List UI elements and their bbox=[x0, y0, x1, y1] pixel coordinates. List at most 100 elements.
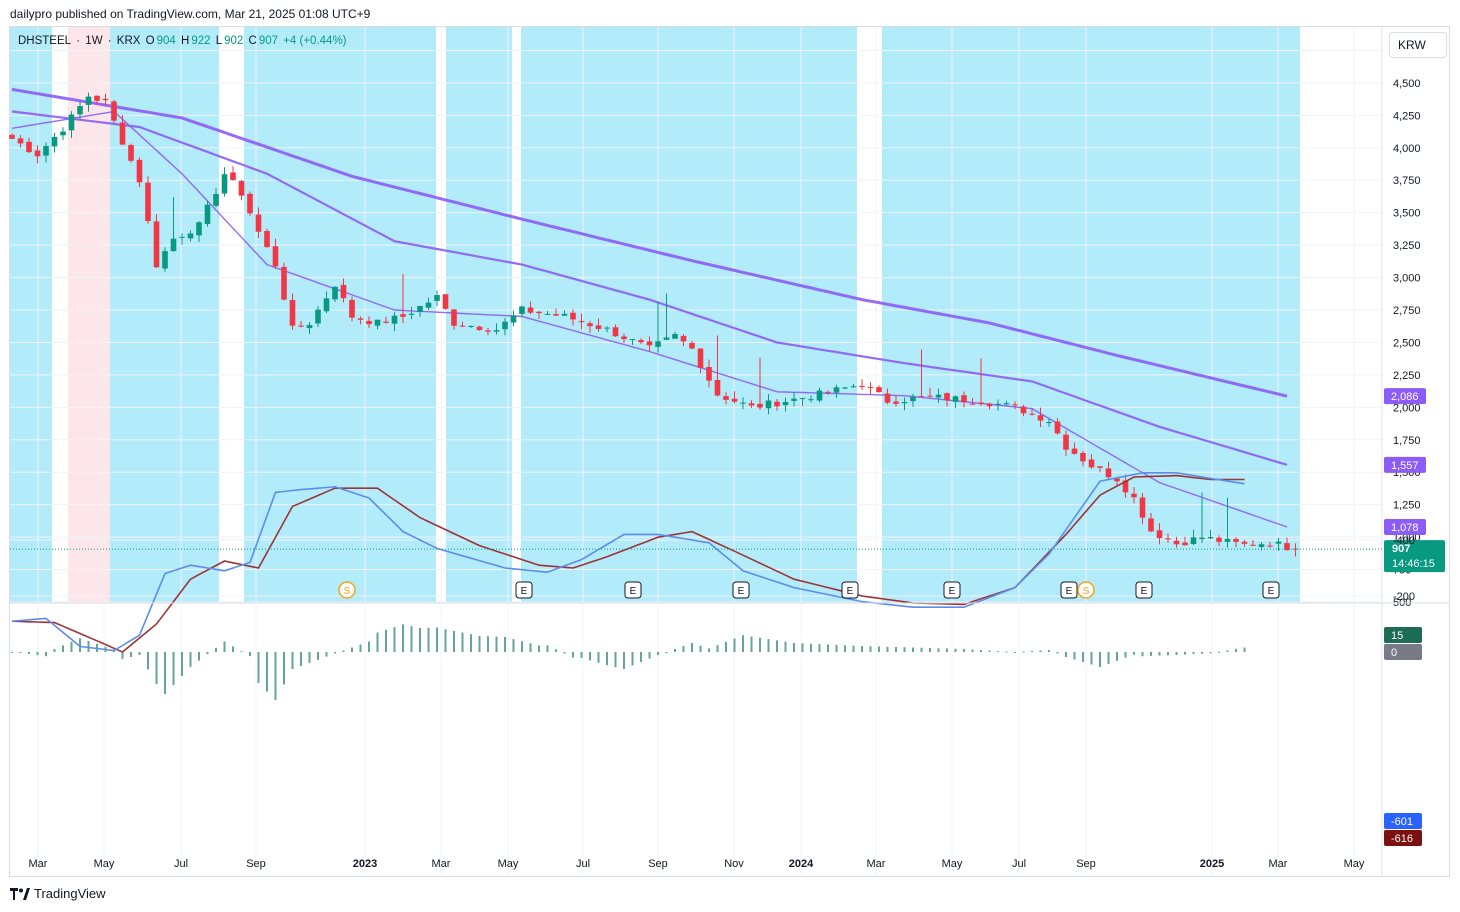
earnings-marker-icon[interactable]: E bbox=[515, 581, 533, 599]
chart-frame bbox=[9, 26, 1450, 877]
candle bbox=[332, 286, 338, 303]
ma-price-label-text: 1,557 bbox=[1391, 460, 1419, 472]
macd-y-tick-label: -400 bbox=[1393, 535, 1415, 547]
candle-body bbox=[9, 134, 15, 139]
legend-open-label: O bbox=[145, 35, 155, 47]
earnings-marker-icon[interactable]: E bbox=[943, 581, 961, 599]
moving-average-line bbox=[11, 110, 1288, 466]
candle bbox=[561, 310, 568, 316]
macd-histogram-bar bbox=[351, 647, 353, 652]
tradingview-brand: TradingView bbox=[10, 886, 106, 901]
candle bbox=[527, 301, 534, 315]
earnings-marker-icon[interactable]: E bbox=[1262, 581, 1280, 599]
candle-body bbox=[1080, 452, 1086, 462]
macd-histogram-bar bbox=[784, 641, 787, 652]
ma-price-label: 1,078 bbox=[1384, 518, 1426, 535]
candle-body bbox=[281, 266, 287, 300]
candle-body bbox=[859, 385, 865, 387]
candle-body bbox=[774, 401, 780, 407]
split-marker-icon[interactable]: S bbox=[1077, 581, 1095, 599]
candle-body bbox=[714, 379, 721, 396]
macd-zero-label: 0 bbox=[1384, 644, 1422, 660]
macd-histogram-bar bbox=[62, 645, 64, 652]
macd-histogram-bar bbox=[11, 652, 13, 653]
macd-histogram-bar bbox=[291, 652, 294, 669]
candle-body bbox=[1173, 540, 1180, 545]
candle-body bbox=[969, 403, 976, 405]
candle-body bbox=[995, 403, 1001, 405]
candle bbox=[43, 142, 49, 163]
earnings-marker-icon[interactable]: E bbox=[624, 581, 642, 599]
candle-body bbox=[595, 325, 602, 329]
candle-body bbox=[357, 318, 364, 320]
macd-histogram-bar bbox=[325, 652, 328, 657]
candle bbox=[1139, 493, 1146, 525]
macd-histogram-bar bbox=[725, 641, 727, 652]
macd-signal-line bbox=[11, 474, 1245, 653]
candle bbox=[791, 392, 797, 407]
marker-shape bbox=[841, 581, 859, 599]
macd-histogram-bar bbox=[776, 640, 778, 652]
candle-body bbox=[833, 387, 840, 393]
split-marker-icon[interactable]: S bbox=[338, 581, 356, 599]
candle bbox=[9, 133, 15, 140]
macd-histogram-bar bbox=[1090, 652, 1093, 665]
candle-body bbox=[816, 390, 823, 401]
candle bbox=[298, 320, 304, 328]
candle bbox=[145, 176, 151, 224]
macd-histogram-bar bbox=[963, 649, 965, 652]
candle-body bbox=[536, 311, 542, 314]
candle bbox=[502, 317, 508, 336]
macd-histogram-bar bbox=[1099, 652, 1101, 667]
earnings-marker-icon[interactable]: E bbox=[1135, 581, 1153, 599]
candle-body bbox=[638, 340, 644, 343]
candle bbox=[400, 273, 406, 324]
earnings-marker-icon[interactable]: E bbox=[732, 581, 750, 599]
macd-histogram-bar bbox=[1235, 648, 1237, 652]
candle-body bbox=[1122, 480, 1129, 493]
legend-high-label: H bbox=[181, 35, 190, 47]
candle-body bbox=[153, 221, 160, 268]
macd-histogram-bar bbox=[878, 646, 880, 652]
candle-body bbox=[1284, 543, 1290, 551]
macd-histogram-bar bbox=[733, 638, 736, 652]
macd-histogram-bar bbox=[801, 643, 804, 652]
macd-histogram-bar bbox=[589, 652, 591, 661]
candle bbox=[425, 297, 432, 310]
macd-histogram-bar bbox=[1201, 652, 1203, 654]
macd-histogram-bar bbox=[657, 652, 659, 655]
candle-body bbox=[43, 146, 49, 156]
macd-histogram-bar bbox=[232, 646, 234, 652]
ma-price-label-text: 2,086 bbox=[1391, 391, 1419, 403]
candle bbox=[1105, 461, 1112, 480]
candle-body bbox=[272, 246, 279, 267]
ma-price-label-text: 1,078 bbox=[1391, 522, 1419, 534]
macd-histogram-bar bbox=[283, 652, 285, 685]
candle-body bbox=[247, 193, 253, 214]
legend-symbol[interactable]: DHSTEEL bbox=[18, 35, 72, 47]
marker-shape bbox=[624, 581, 642, 599]
earnings-marker-icon[interactable]: E bbox=[1060, 581, 1078, 599]
macd-histogram-bar bbox=[827, 644, 829, 652]
macd-histogram-bar bbox=[19, 652, 22, 654]
candle bbox=[1275, 537, 1282, 551]
legend-interval[interactable]: 1W bbox=[85, 35, 103, 47]
candle bbox=[493, 323, 500, 335]
macd-histogram-bar bbox=[640, 652, 642, 662]
macd-value-label-text: -601 bbox=[1391, 816, 1413, 828]
currency-button[interactable]: KRW bbox=[1389, 32, 1447, 58]
macd-histogram-bar bbox=[844, 645, 846, 652]
x-tick-label: Mar bbox=[29, 858, 48, 870]
candle bbox=[485, 327, 491, 336]
candle-body bbox=[417, 305, 423, 313]
candle-body bbox=[119, 122, 126, 145]
candle bbox=[255, 207, 262, 238]
candle-body bbox=[51, 136, 58, 147]
marker-shape bbox=[1077, 581, 1095, 599]
marker-shape bbox=[338, 581, 356, 599]
candle-body bbox=[986, 403, 993, 407]
earnings-marker-icon[interactable]: E bbox=[841, 581, 859, 599]
macd-histogram-bar bbox=[572, 652, 574, 658]
candle bbox=[1037, 407, 1044, 427]
